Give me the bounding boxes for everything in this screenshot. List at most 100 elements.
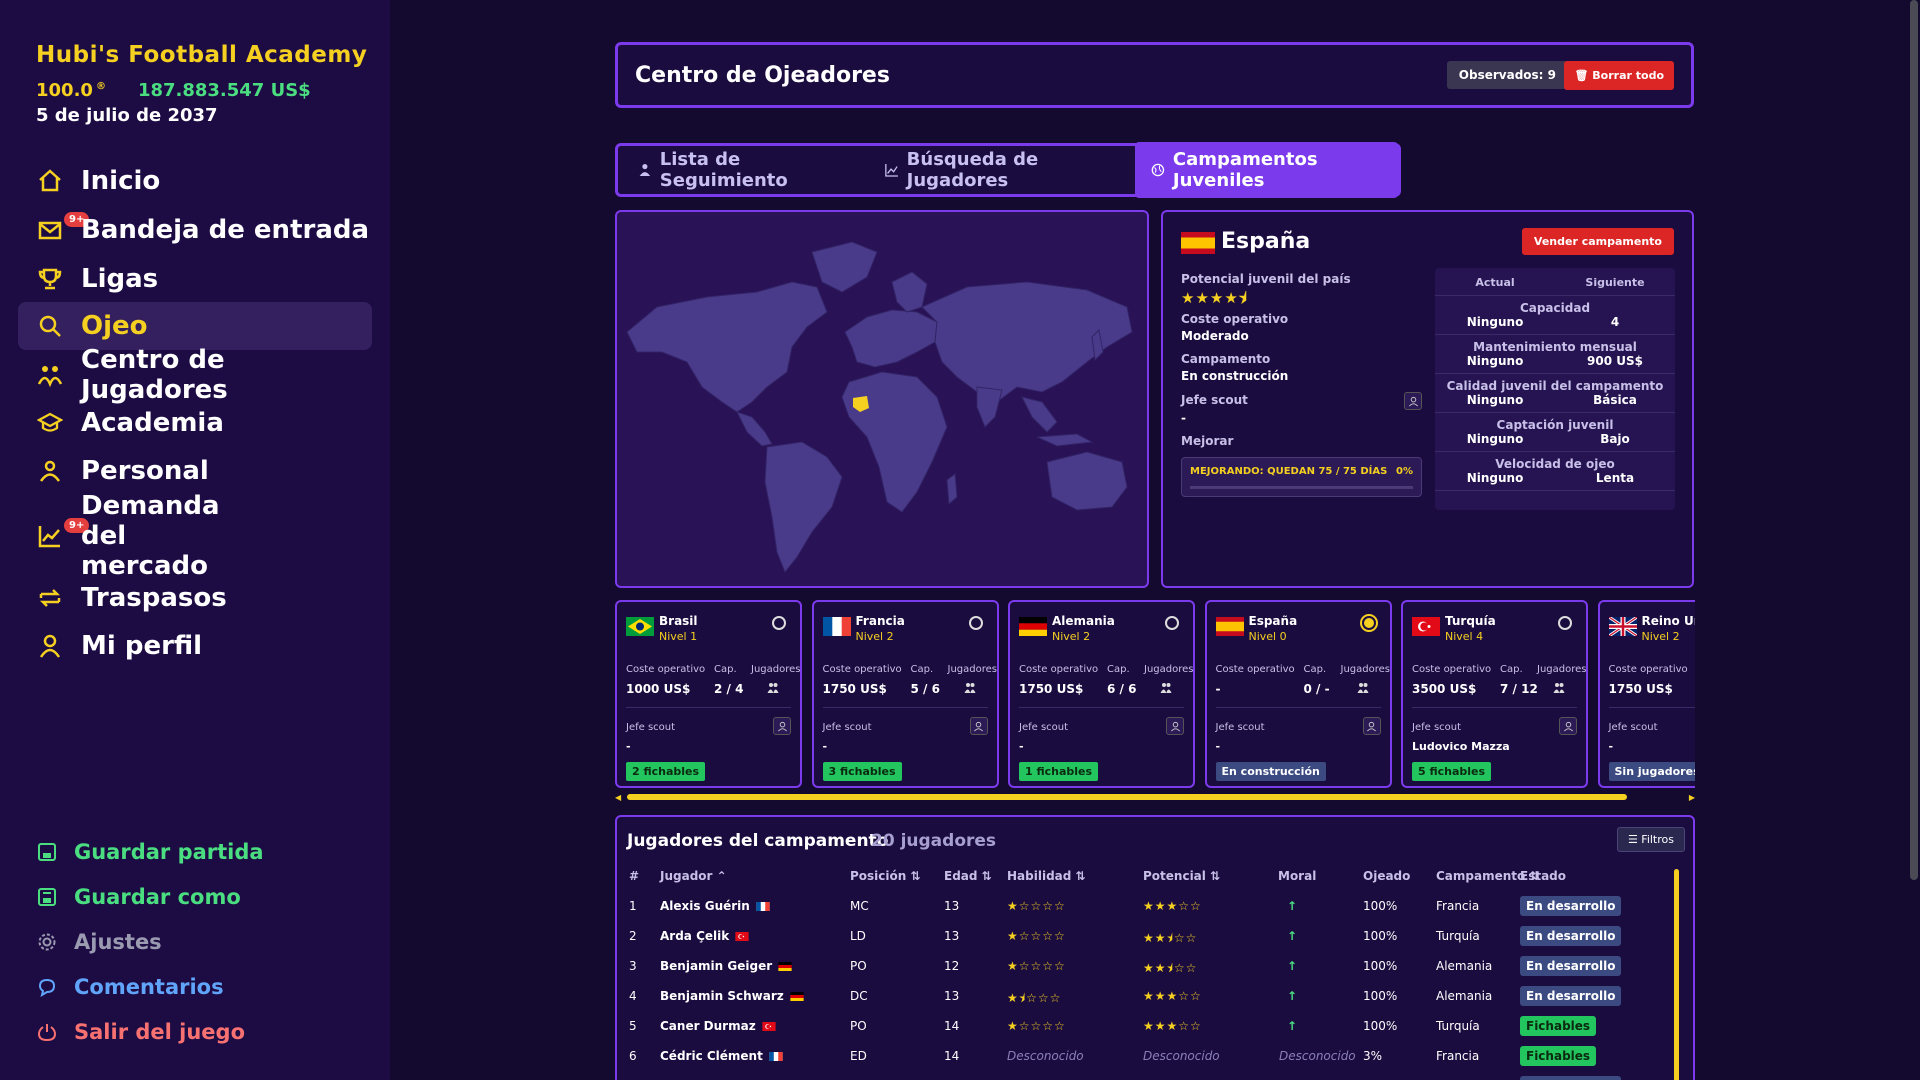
camp-card[interactable]: Alemania Nivel 2 Coste operativo Cap. Ju…	[1008, 600, 1195, 788]
notification-badge: 9+	[64, 212, 90, 227]
assign-scout-button[interactable]	[969, 717, 988, 735]
scroll-left-icon[interactable]: ◀	[615, 793, 622, 802]
view-players-icon[interactable]	[1357, 682, 1369, 697]
player-name[interactable]: Benjamin Schwarz	[660, 989, 804, 1003]
game-date: 5 de julio de 2037	[36, 105, 218, 126]
column-header: Moral	[1278, 869, 1317, 883]
scout-label: Jefe scout	[1181, 393, 1248, 407]
nav-label: Ligas	[81, 264, 159, 294]
page-title: Centro de Ojeadores	[635, 63, 890, 88]
table-row[interactable]: 4 Benjamin Schwarz DC 13 ★⯨☆☆☆ ★★★☆☆ ↑ 1…	[617, 982, 1677, 1012]
clear-all-button[interactable]: 🗑 Borrar todo	[1564, 61, 1674, 90]
camp-card[interactable]: Turquía Nivel 4 Coste operativo Cap. Jug…	[1401, 600, 1588, 788]
camp-card[interactable]: Reino Un Nivel 2 Coste operativo 1750 US…	[1597, 600, 1695, 788]
graduation-cap-icon	[36, 409, 64, 437]
table-row[interactable]: 1 Alexis Guérin MC 13 ★☆☆☆☆ ★★★☆☆ ↑ 100%…	[617, 892, 1677, 922]
assign-scout-button[interactable]	[1559, 717, 1577, 735]
assign-scout-button[interactable]	[773, 717, 791, 735]
column-header[interactable]: Posición ⇅	[850, 869, 921, 883]
nav-item-ojeo[interactable]: Ojeo	[18, 302, 372, 350]
view-players-icon[interactable]	[1553, 682, 1565, 697]
spain-flag	[1181, 232, 1215, 254]
column-header[interactable]: Edad ⇅	[944, 869, 992, 883]
table-scrollbar[interactable]	[1674, 869, 1679, 1080]
table-row[interactable]: 6 Cédric Clément ED 14 Desconocido Desco…	[617, 1042, 1677, 1072]
table-row[interactable]: 5 Caner Durmaz PO 14 ★☆☆☆☆ ★★★☆☆ ↑ 100% …	[617, 1012, 1677, 1042]
column-header[interactable]: Jugador ⌃	[660, 869, 727, 883]
players-icon	[767, 683, 779, 693]
turkey-flag	[1412, 617, 1440, 636]
column-header: Ojeado	[1363, 869, 1411, 883]
player-name[interactable]: Cédric Clément	[660, 1049, 783, 1063]
user-icon	[36, 632, 64, 660]
guardar-partida-button[interactable]: Guardar partida	[36, 840, 264, 864]
page-scrollbar[interactable]	[1910, 0, 1918, 880]
comparison-row: Captación juvenil Ninguno Bajo	[1435, 413, 1675, 452]
camp-select-radio[interactable]	[1558, 616, 1572, 630]
nav-item-centro-de-jugadores[interactable]: Centro de Jugadores	[18, 345, 372, 405]
table-row[interactable]: 7 Cenk Uysal MI 13 ★☆☆☆☆ ★★★☆☆ ↑ 100% Tu…	[617, 1072, 1677, 1080]
salir-del-juego-button[interactable]: Salir del juego	[36, 1020, 245, 1044]
column-header[interactable]: Potencial ⇅	[1143, 869, 1221, 883]
view-players-icon[interactable]	[1160, 682, 1172, 697]
column-header[interactable]: Campamento ⇅	[1436, 869, 1540, 883]
nav-item-academia[interactable]: Academia	[18, 399, 372, 447]
nav-item-inicio[interactable]: Inicio	[18, 157, 372, 205]
guardar-como-button[interactable]: Guardar como	[36, 885, 241, 909]
scouting-header: Centro de Ojeadores Observados: 9 🗑 Borr…	[615, 42, 1694, 108]
table-row[interactable]: 2 Arda Çelik LD 13 ★☆☆☆☆ ★★⯨☆☆ ↑ 100% Tu…	[617, 922, 1677, 952]
table-row[interactable]: 3 Benjamin Geiger PO 12 ★☆☆☆☆ ★★⯨☆☆ ↑ 10…	[617, 952, 1677, 982]
camp-select-radio[interactable]	[968, 616, 983, 630]
comentarios-button[interactable]: Comentarios	[36, 975, 224, 999]
camps-scrollbar[interactable]: ◀ ▶	[615, 793, 1695, 802]
trophy-icon	[36, 265, 64, 293]
tab-watchlist[interactable]: Lista de Seguimiento	[638, 149, 845, 191]
player-name[interactable]: Caner Durmaz	[660, 1019, 776, 1033]
assign-scout-button[interactable]	[1166, 717, 1184, 735]
world-map[interactable]	[615, 210, 1149, 588]
filters-button[interactable]: ☰ Filtros	[1616, 827, 1685, 852]
camp-select-radio[interactable]	[772, 616, 786, 630]
germany-flag	[778, 962, 792, 971]
camp-select-radio[interactable]	[1359, 614, 1378, 632]
save-as-icon	[36, 886, 58, 908]
tab-youth-camps[interactable]: Campamentos Juveniles	[1135, 142, 1398, 198]
ajustes-button[interactable]: Ajustes	[36, 930, 162, 954]
nav-item-demanda-del-mercado[interactable]: 9+ Demanda del mercado	[18, 491, 372, 581]
nav-item-ligas[interactable]: Ligas	[18, 255, 372, 303]
camp-card[interactable]: Francia Nivel 2 Coste operativo Cap. Jug…	[811, 600, 999, 788]
assign-scout-button[interactable]	[1362, 717, 1381, 735]
player-name[interactable]: Benjamin Geiger	[660, 959, 792, 973]
view-players-icon[interactable]	[964, 682, 976, 697]
camp-card[interactable]: Brasil Nivel 1 Coste operativo Cap. Juga…	[615, 600, 802, 788]
scrollbar-thumb[interactable]	[627, 794, 1627, 800]
comparison-row: Mantenimiento mensual Ninguno 900 US$	[1435, 335, 1675, 374]
observed-count: Observados: 9	[1446, 61, 1568, 89]
players-count: 20 jugadores	[871, 831, 997, 851]
camp-card[interactable]: España Nivel 0 Coste operativo Cap. Juga…	[1204, 600, 1392, 788]
nav-item-mi-perfil[interactable]: Mi perfil	[18, 622, 372, 670]
camp-select-radio[interactable]	[1165, 616, 1179, 630]
nav-item-personal[interactable]: Personal	[18, 447, 372, 495]
camps-carousel[interactable]: Brasil Nivel 1 Coste operativo Cap. Juga…	[615, 598, 1695, 790]
scroll-right-icon[interactable]: ▶	[1688, 793, 1695, 802]
turkey-flag	[762, 1022, 776, 1031]
tab-player-search[interactable]: Búsqueda de Jugadores	[885, 149, 1113, 191]
watchlist-icon	[639, 163, 651, 177]
person-icon	[777, 721, 787, 731]
club-name: Hubi's Football Academy	[36, 42, 368, 68]
assign-scout-button[interactable]	[1404, 392, 1422, 410]
nav-item-traspasos[interactable]: Traspasos	[18, 574, 372, 622]
nav-label: Academia	[81, 408, 224, 438]
uk-flag	[1608, 617, 1637, 636]
nav-item-bandeja-de-entrada[interactable]: 9+ Bandeja de entrada	[18, 206, 372, 254]
person-icon	[1563, 721, 1573, 731]
person-icon	[1367, 721, 1376, 731]
sell-camp-button[interactable]: Vender campamento	[1521, 228, 1674, 255]
column-header[interactable]: Habilidad ⇅	[1007, 869, 1086, 883]
player-name[interactable]: Alexis Guérin	[660, 899, 770, 913]
power-icon	[36, 1021, 58, 1043]
player-name[interactable]: Arda Çelik	[660, 929, 749, 943]
nav-label: Ojeo	[81, 311, 148, 341]
view-players-icon[interactable]	[767, 682, 779, 697]
